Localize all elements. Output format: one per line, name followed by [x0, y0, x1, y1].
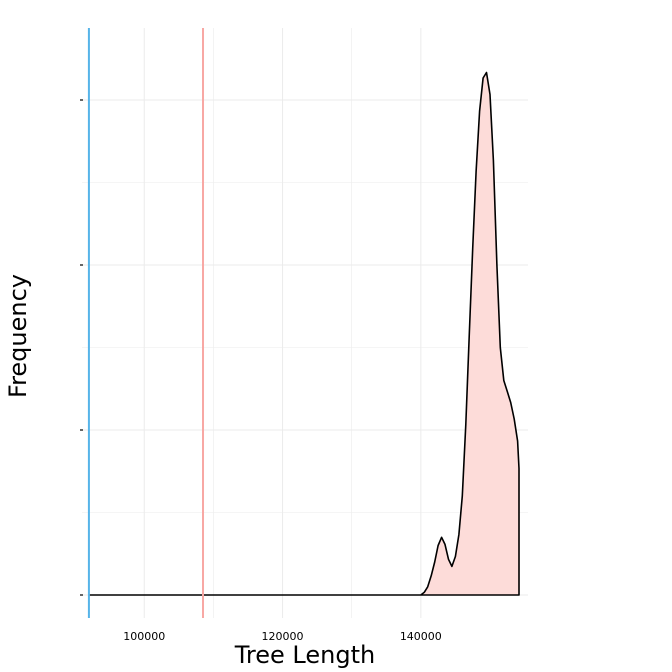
density-area-layer	[88, 71, 520, 596]
density-curve	[88, 71, 520, 596]
x-tick-label: 120000	[262, 630, 304, 643]
x-axis-title: Tree Length	[234, 641, 375, 669]
axis-ticks: 100000 120000 140000	[80, 99, 442, 643]
reference-lines	[87, 28, 205, 618]
y-axis-title: Frequency	[4, 274, 32, 398]
x-tick-label: 140000	[400, 630, 442, 643]
x-tick-label: 100000	[123, 630, 165, 643]
